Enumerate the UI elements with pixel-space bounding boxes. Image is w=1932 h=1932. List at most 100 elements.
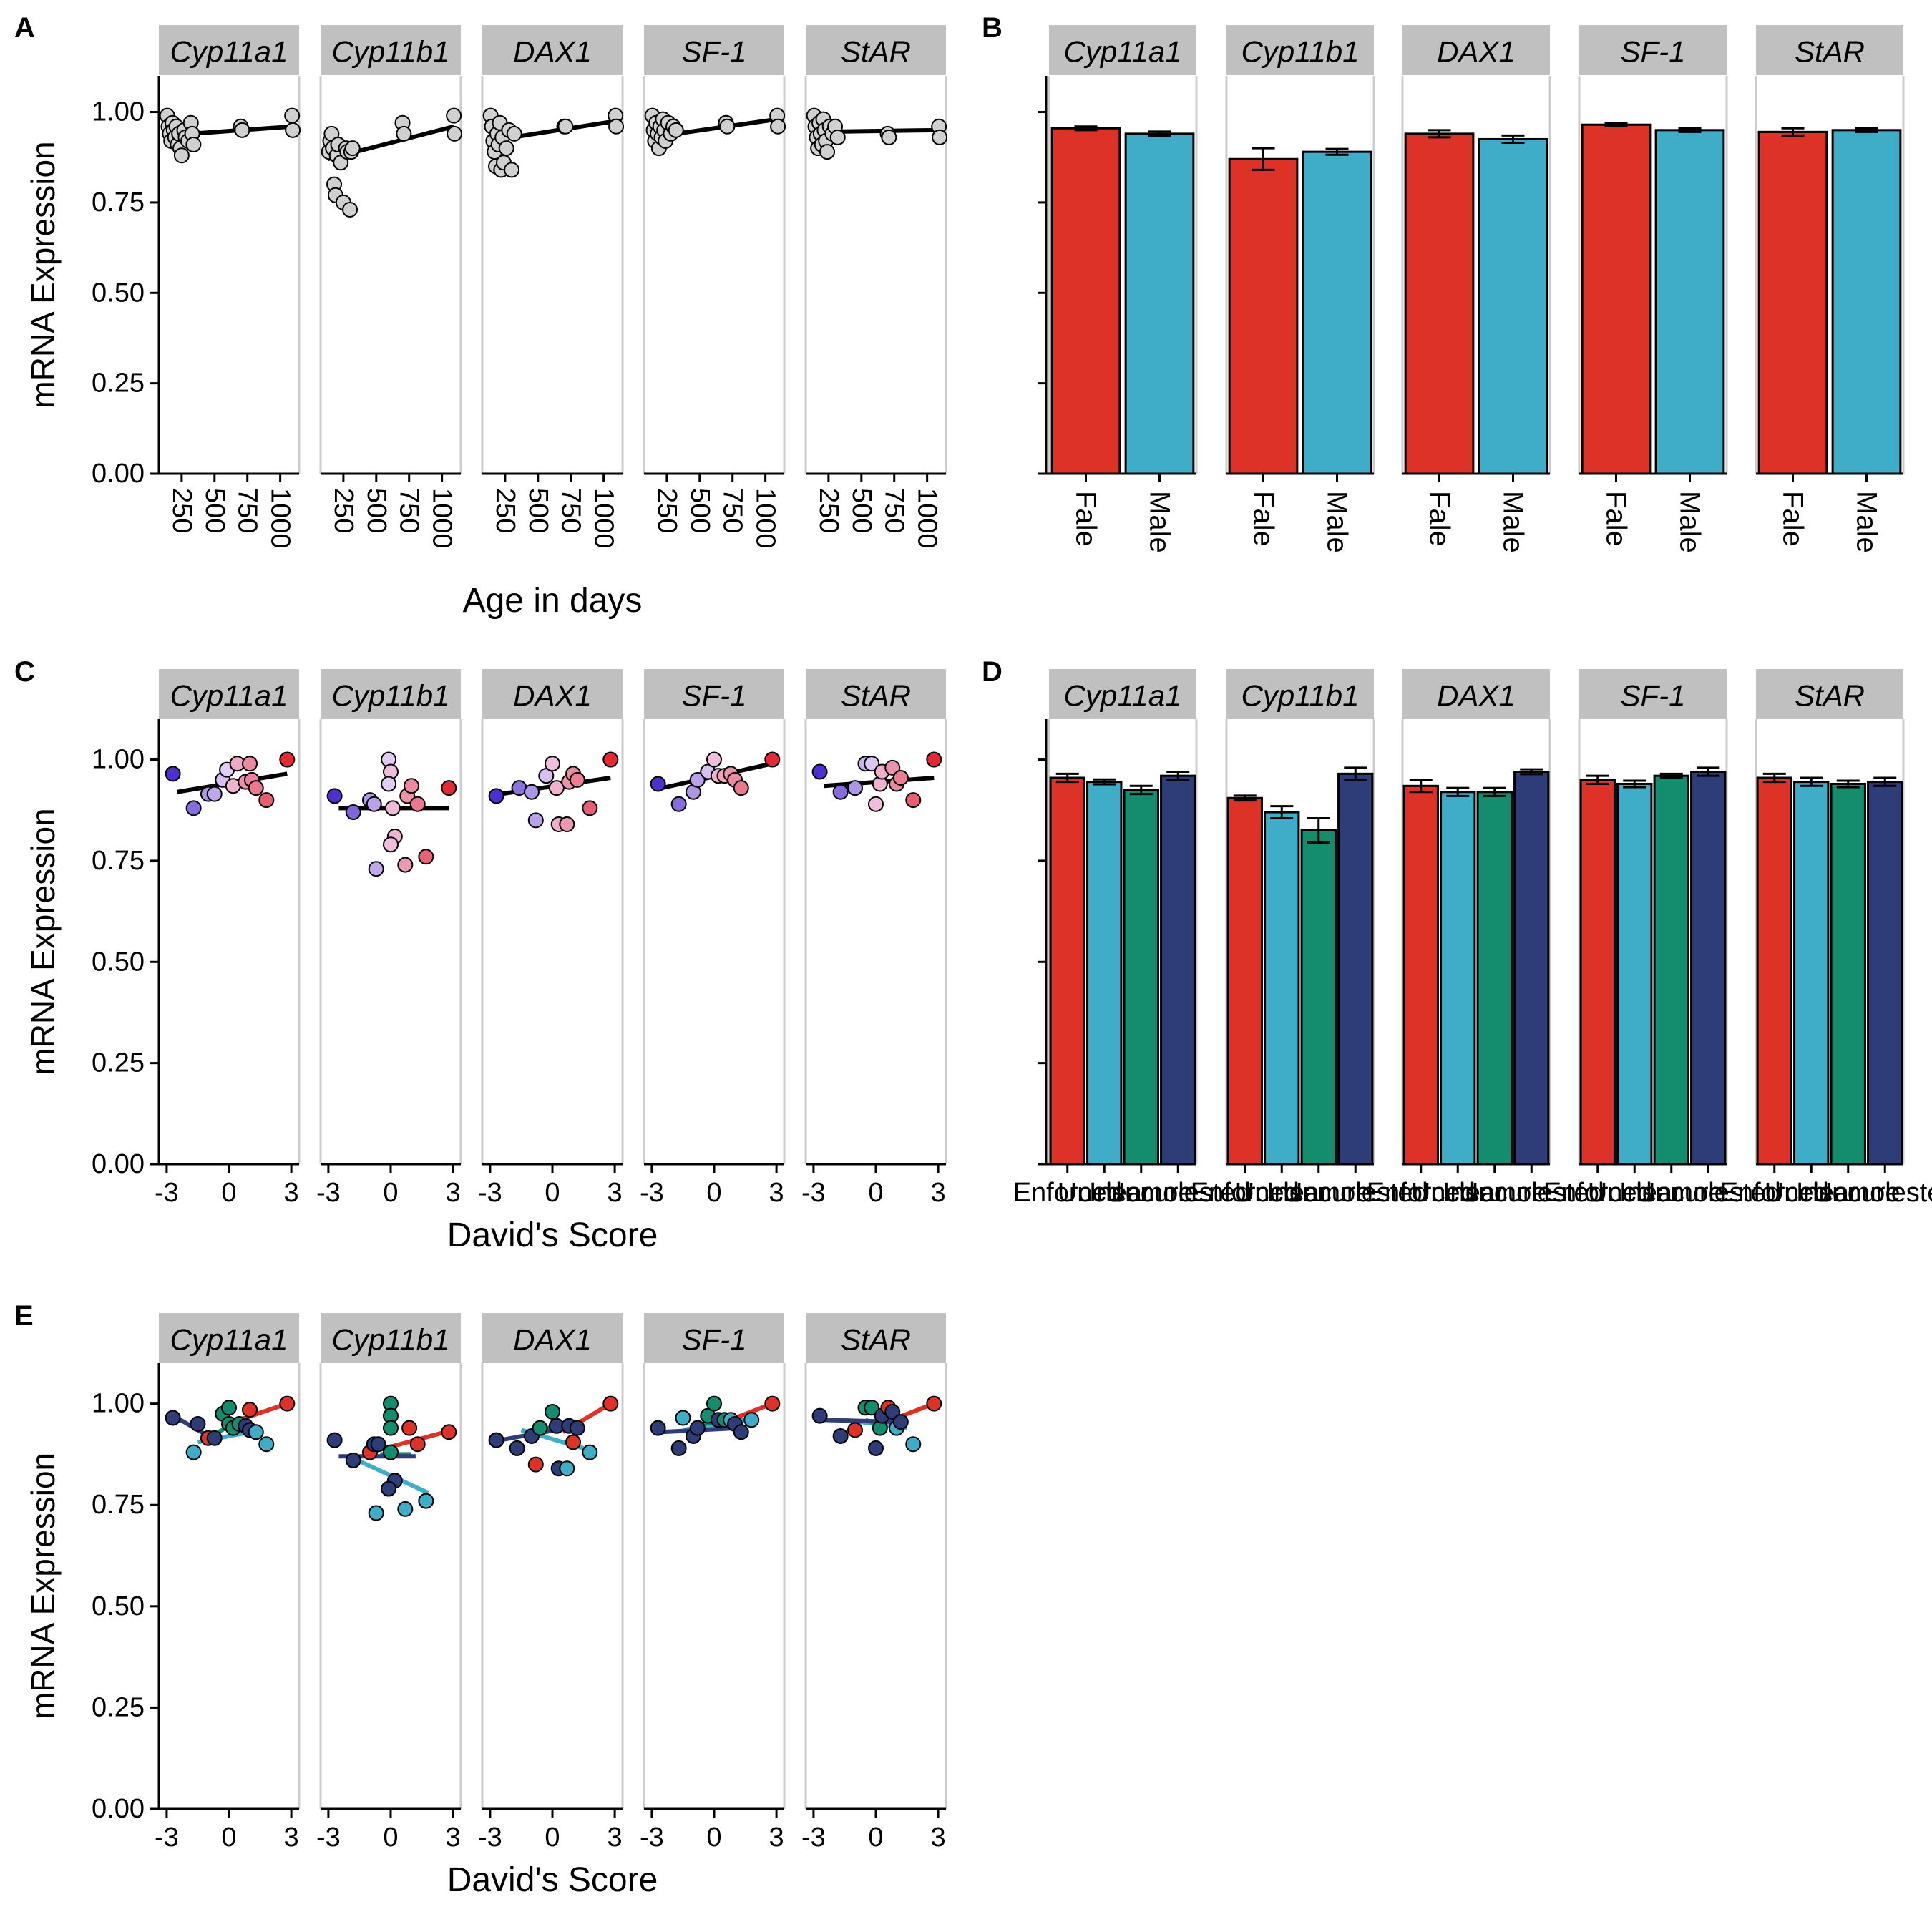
data-point — [284, 107, 301, 124]
data-point — [569, 1420, 585, 1436]
facet-strip-label-E: Cyp11b1 — [331, 1323, 449, 1357]
x-tick-label: 1000 — [751, 488, 781, 549]
data-point — [279, 1395, 296, 1412]
data-point — [545, 756, 560, 772]
y-tick-label-A: 1.00 — [92, 97, 145, 127]
x-tick-label: Unmolested — [1283, 1178, 1428, 1208]
data-point — [368, 1505, 384, 1521]
data-point — [401, 1420, 418, 1436]
x-tick-label: 0 — [706, 1823, 721, 1853]
facet-strip-C — [159, 669, 299, 719]
bar-Insecure — [1476, 791, 1513, 1166]
bar-Unclear — [1086, 781, 1123, 1166]
data-point — [206, 786, 223, 802]
data-point — [733, 1424, 749, 1440]
data-point — [285, 122, 301, 138]
x-tick-label: Unclear — [1765, 1178, 1858, 1208]
facet-strip-E — [321, 1313, 461, 1363]
x-tick-label: 250 — [652, 488, 682, 533]
x-tick-label: 500 — [361, 488, 391, 533]
x-tick-label: 3 — [608, 1178, 623, 1208]
data-point — [279, 751, 296, 768]
facet-strip-A — [482, 25, 623, 75]
x-tick-label: 750 — [394, 488, 424, 533]
facet-strip-label-A: Cyp11a1 — [170, 35, 288, 69]
x-tick-label: -3 — [801, 1823, 826, 1853]
data-point — [670, 796, 687, 812]
data-point — [884, 759, 901, 776]
facet-strip-label-A: StAR — [841, 35, 911, 69]
data-point — [932, 129, 948, 145]
x-tick-label: Fale — [1070, 491, 1102, 547]
y-tick-label-E: 0.00 — [92, 1794, 145, 1824]
bar-Fale — [1581, 123, 1652, 475]
x-tick-label: Unmolested — [1813, 1178, 1932, 1208]
data-point — [523, 784, 540, 800]
bar-Insecure — [1830, 782, 1866, 1166]
facet-strip-label-D: DAX1 — [1437, 679, 1516, 713]
bar-Male — [1124, 132, 1195, 475]
facet-strip-label-E: DAX1 — [513, 1323, 592, 1357]
data-point — [509, 1440, 525, 1456]
bar-Fale — [1050, 127, 1121, 475]
facet-B-StAR: StAR Fale Male — [1755, 25, 1905, 553]
data-point — [905, 792, 922, 809]
facet-strip-B — [1402, 25, 1550, 75]
data-point — [441, 1424, 457, 1440]
x-tick-label: -3 — [478, 1823, 502, 1853]
facet-strip-B — [1579, 25, 1727, 75]
panel-letter-C: C — [14, 656, 35, 688]
data-point — [743, 1412, 760, 1428]
data-point — [418, 849, 434, 865]
facet-strip-A — [806, 25, 946, 75]
facet-strip-label-A: Cyp11b1 — [331, 35, 449, 69]
facet-A-Cyp11a1: Cyp11a1 250 500 750 1000 — [159, 25, 301, 549]
x-tick-label: Male — [1322, 491, 1353, 553]
y-axis-title-C: mRNA Expression — [24, 808, 62, 1075]
x-tick-label: 250 — [328, 488, 358, 533]
facet-strip-C — [644, 669, 784, 719]
facet-strip-label-D: SF-1 — [1620, 679, 1685, 713]
data-point — [926, 1395, 942, 1412]
bar-Unmolested — [1690, 771, 1727, 1166]
data-point — [258, 792, 275, 809]
x-tick-label: 0 — [868, 1823, 883, 1853]
panel-letter-D: D — [982, 656, 1002, 688]
y-tick-label-E: 1.00 — [92, 1389, 145, 1419]
data-point — [345, 1452, 361, 1468]
data-point — [383, 1420, 399, 1436]
x-tick-label: 0 — [706, 1178, 721, 1208]
y-tick-label-E: 0.25 — [92, 1692, 145, 1722]
x-tick-label: Fale — [1248, 491, 1279, 547]
facet-C-StAR: StAR -3 0 3 — [801, 669, 947, 1208]
facet-strip-D — [1756, 669, 1903, 719]
bar-Insecure — [1300, 829, 1337, 1166]
facet-strip-E — [159, 1313, 299, 1363]
panel-letter-A: A — [14, 12, 35, 44]
data-point — [706, 1395, 722, 1412]
y-tick-label-A: 0.75 — [92, 187, 145, 218]
data-point — [670, 1440, 687, 1456]
data-point — [326, 1432, 343, 1448]
x-tick-label: -3 — [155, 1178, 179, 1208]
data-point — [548, 780, 565, 796]
x-tick-label: -3 — [478, 1178, 502, 1208]
data-point — [383, 1444, 399, 1460]
facet-strip-label-B: DAX1 — [1437, 35, 1516, 69]
facet-strip-E — [482, 1313, 623, 1363]
facet-strip-B — [1226, 25, 1374, 75]
fit-line-lightblue — [348, 1454, 429, 1495]
x-tick-label: Unclear — [1588, 1178, 1682, 1208]
data-point — [608, 118, 625, 135]
data-point — [418, 1493, 434, 1509]
data-point — [926, 751, 942, 768]
facet-strip-label-A: SF-1 — [681, 35, 746, 69]
x-tick-label: 0 — [383, 1178, 398, 1208]
data-point — [847, 780, 863, 796]
facet-strip-D — [1579, 669, 1727, 719]
x-tick-label: 0 — [545, 1823, 560, 1853]
x-tick-label: Insecure — [1443, 1178, 1547, 1208]
facet-strip-B — [1756, 25, 1903, 75]
y-tick-label-E: 0.75 — [92, 1490, 145, 1520]
